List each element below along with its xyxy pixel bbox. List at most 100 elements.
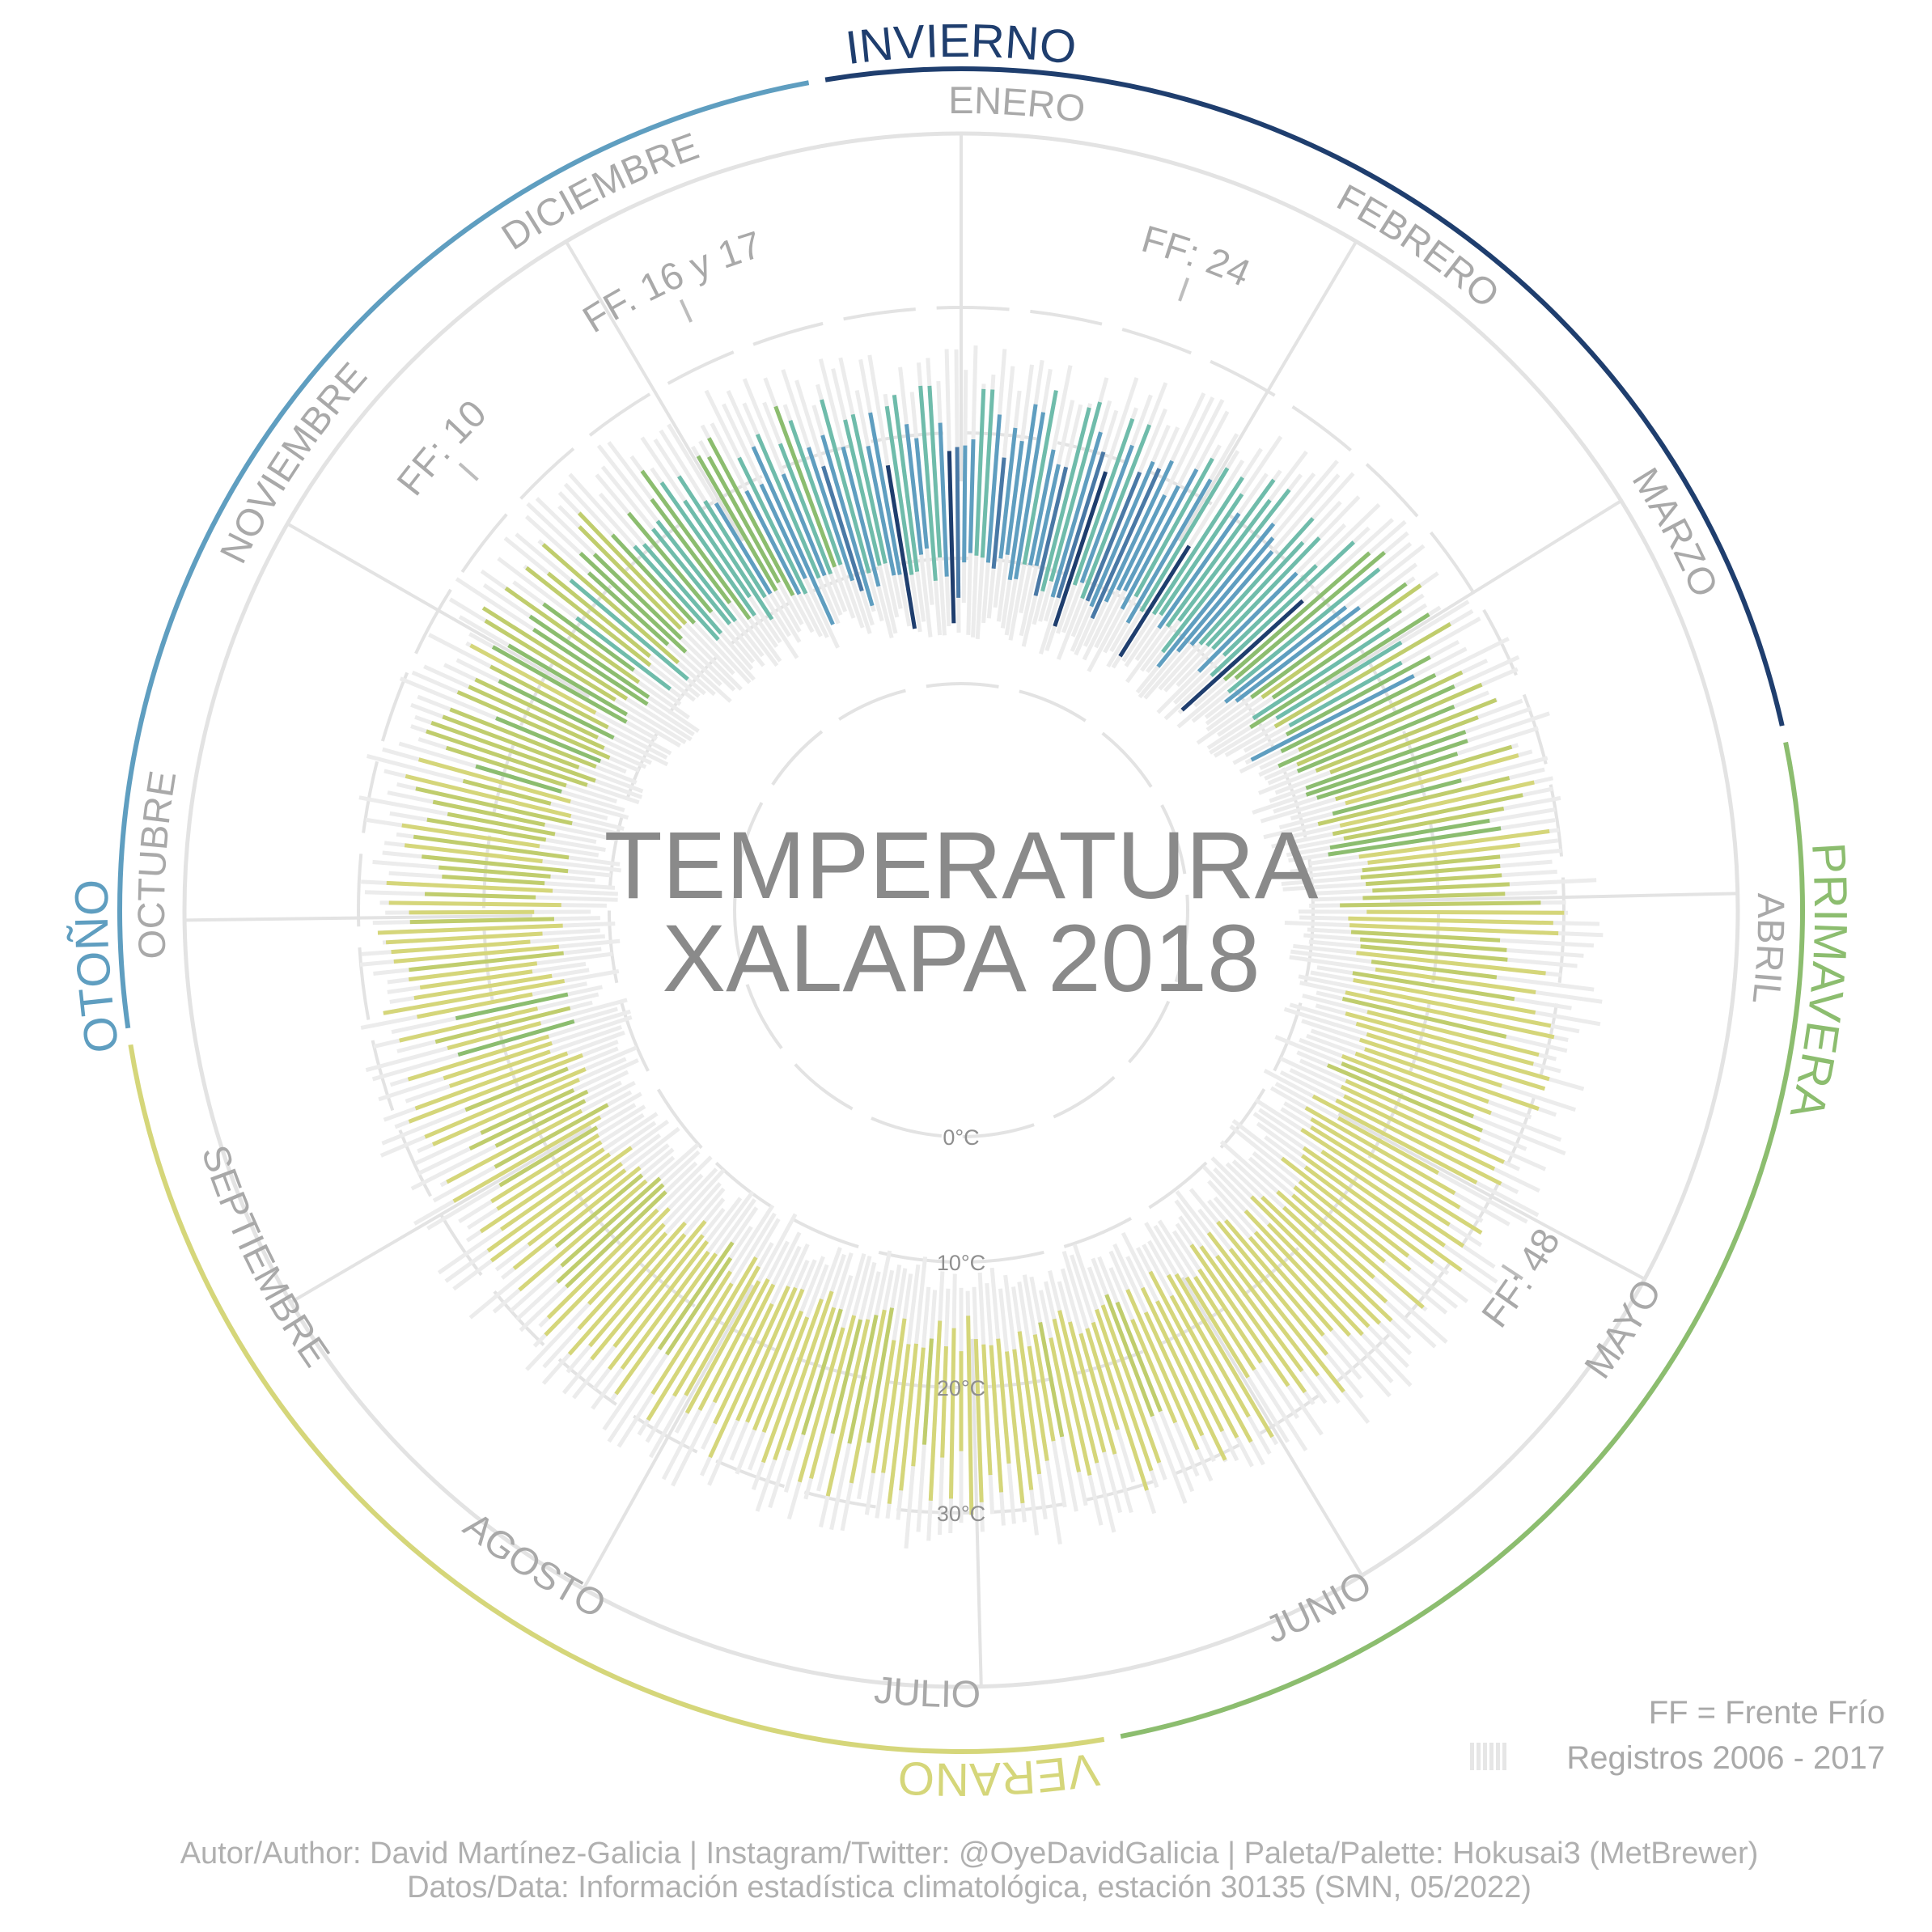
daily-bar — [868, 412, 902, 575]
daily-bar — [1205, 540, 1305, 647]
daily-bar — [409, 951, 564, 972]
daily-bar — [1216, 1220, 1328, 1356]
daily-bar — [735, 1286, 798, 1421]
daily-bar — [498, 679, 615, 740]
daily-bar — [655, 519, 737, 623]
daily-bar — [1360, 863, 1501, 880]
daily-bar — [577, 1231, 668, 1331]
daily-bar — [385, 931, 543, 945]
daily-bar — [1316, 752, 1459, 800]
daily-bar — [713, 1303, 774, 1425]
daily-bar — [981, 1344, 993, 1476]
daily-bar — [494, 1103, 609, 1169]
daily-bar — [703, 500, 767, 599]
daily-bar — [449, 707, 597, 769]
daily-bar — [651, 527, 731, 625]
legend-records-swatch-icon — [1470, 1743, 1506, 1770]
daily-bar — [1339, 780, 1535, 828]
daily-bar — [495, 716, 602, 764]
daily-bar — [1244, 1209, 1364, 1337]
daily-bar — [849, 1309, 887, 1484]
daily-bar — [1249, 612, 1430, 730]
daily-bar — [1335, 744, 1513, 802]
daily-bar — [1049, 1337, 1081, 1472]
credit-data: Datos/Data: Información estadística clim… — [407, 1871, 1532, 1904]
daily-bar — [1085, 1328, 1120, 1430]
daily-bar — [393, 944, 560, 964]
daily-bar — [1252, 627, 1391, 721]
daily-bar — [1349, 923, 1559, 936]
daily-bar — [1184, 1276, 1250, 1379]
daily-bar — [1227, 567, 1381, 694]
season-label-verano: VERANO — [896, 1743, 1102, 1806]
daily-bar — [504, 586, 641, 684]
cold-front-tick — [1501, 1264, 1523, 1281]
daily-bar — [569, 578, 689, 681]
daily-bar — [1248, 1235, 1334, 1332]
daily-bar — [424, 1067, 587, 1139]
daily-bar — [1125, 478, 1213, 624]
daily-bar — [998, 427, 1018, 559]
daily-bar — [404, 843, 543, 864]
daily-bar — [1315, 697, 1498, 773]
daily-bar — [474, 677, 599, 740]
daily-bar — [498, 1125, 599, 1188]
daily-bar — [1335, 1098, 1502, 1186]
daily-bar — [1266, 1222, 1371, 1328]
daily-bar — [843, 419, 882, 566]
daily-bar — [1115, 1301, 1163, 1413]
daily-bar — [1355, 1021, 1550, 1082]
daily-bar — [484, 619, 616, 702]
daily-bar — [578, 525, 683, 630]
daily-bar — [1176, 536, 1275, 653]
daily-bar — [1120, 468, 1199, 610]
daily-bar — [1253, 1231, 1351, 1337]
daily-bar — [1362, 854, 1501, 873]
daily-bar — [479, 1147, 605, 1234]
daily-bar — [1343, 806, 1505, 841]
daily-bar — [1358, 828, 1550, 859]
daily-bar — [759, 483, 807, 580]
daily-bar — [1199, 1245, 1307, 1394]
daily-bar — [1100, 1304, 1162, 1464]
daily-bar — [1034, 464, 1061, 566]
daily-bar — [1353, 977, 1536, 1015]
daily-bar — [1224, 605, 1348, 704]
daily-bar — [383, 978, 566, 1015]
daily-bar — [445, 745, 567, 788]
daily-bar — [446, 1108, 583, 1184]
daily-bar — [546, 571, 651, 659]
month-divider — [1389, 892, 1738, 903]
daily-bar — [588, 1233, 687, 1348]
daily-bar — [773, 1290, 834, 1461]
legend-records: Registros 2006 - 2017 — [1566, 1740, 1885, 1776]
daily-bar — [1156, 522, 1276, 668]
daily-bar — [1329, 818, 1490, 850]
daily-bar — [1005, 440, 1024, 556]
daily-bar — [1050, 431, 1103, 598]
daily-bar — [614, 1252, 718, 1396]
daily-bar — [577, 511, 688, 625]
daily-bar — [847, 1314, 879, 1444]
daily-bar — [1352, 971, 1515, 1002]
daily-bar — [996, 1338, 1011, 1464]
daily-bar — [866, 1307, 894, 1443]
daily-bar — [947, 451, 956, 624]
daily-bar — [968, 439, 976, 553]
season-arc-verano — [128, 1044, 1105, 1754]
daily-bar — [1276, 1190, 1375, 1279]
month-divider — [290, 1125, 592, 1304]
daily-bar — [1250, 582, 1408, 700]
daily-bar — [1280, 673, 1437, 753]
daily-bar — [1282, 1205, 1388, 1304]
daily-bar — [697, 1278, 770, 1411]
radial-tick-label: 10°C — [937, 1251, 985, 1275]
daily-bar — [905, 424, 924, 555]
daily-bar — [1332, 793, 1523, 837]
daily-bar — [938, 422, 949, 577]
daily-bar — [426, 729, 588, 787]
daily-bar — [1189, 550, 1274, 646]
daily-bar — [489, 664, 609, 730]
season-label-invierno: INVIERNO — [843, 15, 1079, 74]
daily-bar — [1372, 882, 1510, 893]
